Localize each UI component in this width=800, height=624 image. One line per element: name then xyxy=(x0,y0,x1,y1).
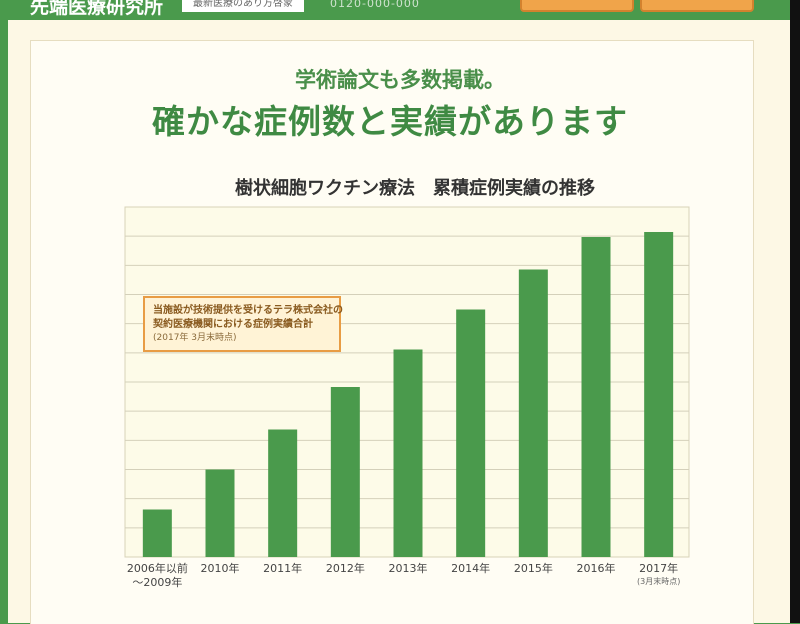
x-tick-label: 2015年 xyxy=(514,561,553,575)
bar-3 xyxy=(330,387,360,557)
x-tick-note: (3月末時点) xyxy=(637,576,680,586)
section-subhead: 学術論文も多数掲載。 xyxy=(295,67,505,92)
bar-5 xyxy=(456,309,486,557)
x-tick-label: 2016年 xyxy=(577,561,616,575)
bar-7 xyxy=(581,237,611,557)
bar-8 xyxy=(644,232,674,557)
x-tick-label: 〜2009年 xyxy=(132,575,182,589)
x-tick-label: 2011年 xyxy=(263,561,302,575)
header-button-contact[interactable] xyxy=(520,0,634,12)
chart-note-box: 当施設が技術提供を受けるテラ株式会社の 契約医療機関における症例実績合計 (20… xyxy=(143,296,343,352)
bar-0 xyxy=(142,509,172,557)
window-edge xyxy=(790,0,800,623)
x-tick-label: 2014年 xyxy=(451,561,490,575)
top-header: 先端医療研究所 最新医療のあり方啓蒙 0120-000-000 xyxy=(0,0,800,20)
header-button-access[interactable] xyxy=(640,0,754,12)
section-headline: 確かな症例数と実績があります xyxy=(152,102,628,141)
note-line-2: 契約医療機関における症例実績合計 xyxy=(153,319,313,330)
x-tick-label: 2017年 xyxy=(639,561,678,575)
x-tick-label: 2013年 xyxy=(389,561,428,575)
chart-title: 樹状細胞ワクチン療法 累積症例実績の推移 xyxy=(235,178,595,199)
header-phone: 0120-000-000 xyxy=(330,0,420,10)
header-tagline: 最新医療のあり方啓蒙 xyxy=(182,0,304,12)
bar-6 xyxy=(518,269,548,557)
x-tick-label: 2010年 xyxy=(201,561,240,575)
note-line-3: (2017年 3月末時点) xyxy=(153,333,237,343)
bar-2 xyxy=(268,429,298,557)
x-tick-label: 2006年以前 xyxy=(127,561,188,575)
bar-1 xyxy=(205,469,235,557)
bar-4 xyxy=(393,349,423,557)
site-logo-text[interactable]: 先端医療研究所 xyxy=(30,0,164,18)
note-line-1: 当施設が技術提供を受けるテラ株式会社の xyxy=(153,305,343,316)
x-tick-label: 2012年 xyxy=(326,561,365,575)
